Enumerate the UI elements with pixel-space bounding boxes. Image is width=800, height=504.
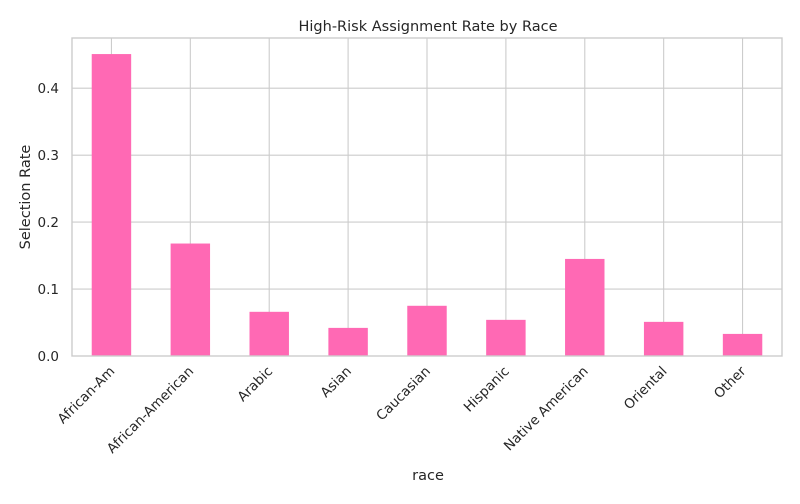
x-axis-label: race [412, 468, 444, 484]
y-axis-label: Selection Rate [18, 145, 34, 250]
bar [643, 321, 684, 356]
x-tick-label: Native American [501, 364, 592, 455]
x-tick-label: Caucasian [373, 364, 434, 425]
bar [328, 327, 368, 356]
x-tick-label: Arabic [234, 364, 276, 406]
x-tick-label: Other [711, 363, 750, 402]
bar [170, 243, 211, 356]
chart-title: High-Risk Assignment Rate by Race [299, 19, 558, 35]
y-tick-label: 0.1 [38, 282, 59, 298]
bar [565, 258, 605, 356]
y-tick-label: 0.0 [38, 349, 59, 365]
bar [722, 333, 763, 356]
bar [407, 305, 447, 356]
plot-border [71, 37, 783, 357]
bar [249, 311, 289, 356]
x-tick-label: Hispanic [461, 364, 513, 416]
x-tick-label: African-American [104, 364, 197, 457]
y-tick-label: 0.3 [38, 148, 59, 164]
y-tick-label: 0.2 [38, 215, 59, 231]
y-tick-label: 0.4 [38, 81, 59, 97]
x-tick-label: Oriental [621, 364, 671, 414]
bars [91, 54, 763, 356]
y-tick-labels: 0.0 0.1 0.2 0.3 0.4 [38, 81, 59, 365]
bar [91, 54, 132, 356]
bar [486, 319, 526, 356]
x-tick-label: Asian [318, 364, 355, 401]
axes-frame [71, 37, 783, 357]
x-tick-label: African-Am [55, 364, 119, 428]
